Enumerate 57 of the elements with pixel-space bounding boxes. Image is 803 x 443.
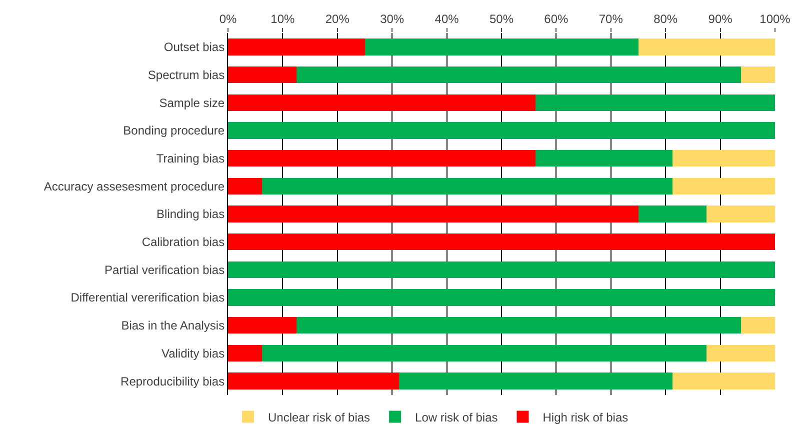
bar: [536, 94, 775, 111]
bar: [228, 344, 262, 362]
y-tick-label: Blinding bias: [156, 207, 225, 222]
x-tick-label: 50%: [489, 12, 514, 26]
y-tick-label: Calibration bias: [142, 235, 225, 250]
y-tick-label: Reproducibility bias: [120, 374, 225, 388]
y-tick-label: Training bias: [156, 152, 225, 166]
bar: [706, 344, 775, 362]
bar: [228, 261, 775, 278]
bar: [536, 150, 672, 167]
x-tick-label: 10%: [270, 12, 296, 26]
bar: [740, 317, 775, 334]
bar: [228, 372, 399, 390]
y-tick-label: Partial verification bias: [104, 262, 225, 277]
y-tick-label: Validity bias: [161, 346, 225, 360]
y-tick-label: Bias in the Analysis: [121, 318, 225, 333]
x-tick-label: 80%: [654, 12, 678, 26]
bar: [706, 206, 775, 222]
bar: [228, 94, 536, 111]
bar: [228, 38, 365, 56]
y-tick-label: Sample size: [159, 96, 225, 110]
bar: [296, 317, 741, 334]
y-tick-label: Differential vererification bias: [70, 290, 225, 305]
bar: [364, 38, 638, 56]
bar: [228, 178, 262, 195]
bar: [228, 317, 296, 334]
bar: [638, 38, 775, 56]
bar: [228, 150, 536, 167]
y-tick-label: Bonding procedure: [123, 124, 225, 138]
bar: [262, 178, 672, 195]
bar: [672, 372, 775, 390]
bar: [228, 66, 296, 84]
bar: [228, 233, 775, 250]
bar: [296, 66, 741, 84]
bar: [672, 150, 775, 167]
x-tick-label: 60%: [544, 12, 569, 26]
x-tick-label: 0%: [219, 12, 237, 26]
bar: [228, 122, 775, 139]
legend-label: Unclear risk of bias: [268, 410, 370, 424]
bar: [228, 206, 638, 222]
bar: [638, 206, 707, 222]
x-tick-label: 70%: [598, 12, 624, 26]
x-tick-label: 20%: [325, 12, 350, 26]
bar: [672, 178, 775, 195]
x-tick-label: 40%: [434, 12, 460, 26]
bar: [228, 289, 775, 306]
legend-label: Low risk of bias: [415, 410, 498, 424]
x-tick-label: 30%: [380, 12, 404, 26]
y-tick-label: Accuracy assesesment procedure: [44, 179, 225, 194]
x-tick-label: 100%: [760, 12, 791, 26]
y-tick-label: Spectrum bias: [148, 68, 225, 82]
bar: [740, 66, 775, 84]
bar: [262, 344, 707, 362]
bar: [398, 372, 672, 390]
legend-label: High risk of bias: [542, 410, 628, 424]
y-tick-label: Outset bias: [164, 40, 225, 54]
x-tick-label: 90%: [708, 12, 733, 26]
